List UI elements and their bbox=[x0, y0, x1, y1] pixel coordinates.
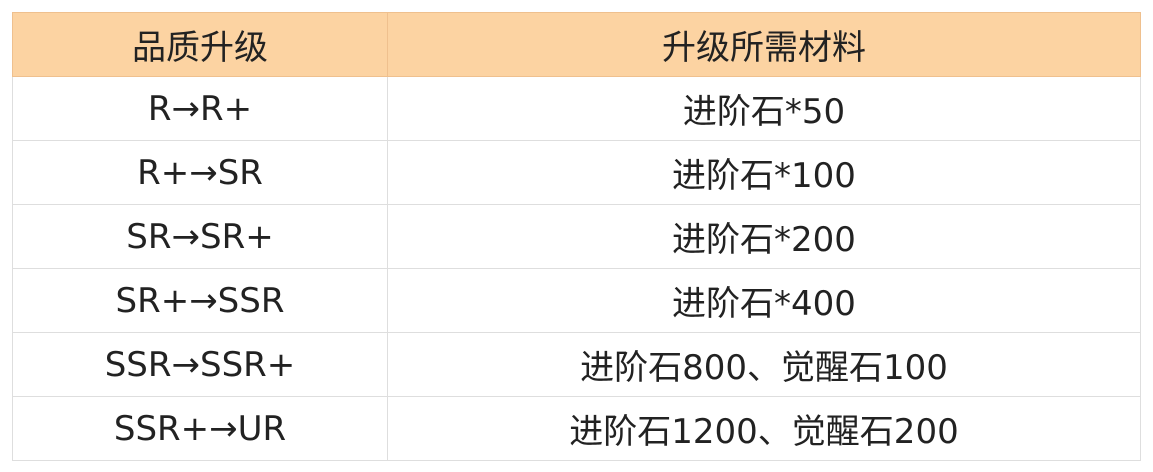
table-row: R→R+ 进阶石*50 bbox=[12, 76, 1141, 141]
table-row: SSR+→UR 进阶石1200、觉醒石200 bbox=[12, 396, 1141, 461]
materials-cell: 进阶石1200、觉醒石200 bbox=[387, 396, 1141, 461]
upgrade-table: 品质升级 升级所需材料 R→R+ 进阶石*50 R+→SR 进阶石*100 SR… bbox=[12, 12, 1141, 461]
header-quality-upgrade: 品质升级 bbox=[12, 12, 388, 77]
materials-cell: 进阶石*200 bbox=[387, 204, 1141, 269]
quality-cell: SSR+→UR bbox=[12, 396, 388, 461]
header-row: 品质升级 升级所需材料 bbox=[12, 12, 1141, 77]
table-row: SR→SR+ 进阶石*200 bbox=[12, 204, 1141, 269]
quality-cell: R→R+ bbox=[12, 76, 388, 141]
quality-cell: SSR→SSR+ bbox=[12, 332, 388, 397]
materials-cell: 进阶石800、觉醒石100 bbox=[387, 332, 1141, 397]
header-materials: 升级所需材料 bbox=[387, 12, 1141, 77]
materials-cell: 进阶石*50 bbox=[387, 76, 1141, 141]
table-row: SSR→SSR+ 进阶石800、觉醒石100 bbox=[12, 332, 1141, 397]
table-row: R+→SR 进阶石*100 bbox=[12, 140, 1141, 205]
table-row: SR+→SSR 进阶石*400 bbox=[12, 268, 1141, 333]
quality-cell: SR+→SSR bbox=[12, 268, 388, 333]
quality-cell: SR→SR+ bbox=[12, 204, 388, 269]
materials-cell: 进阶石*100 bbox=[387, 140, 1141, 205]
quality-cell: R+→SR bbox=[12, 140, 388, 205]
materials-cell: 进阶石*400 bbox=[387, 268, 1141, 333]
